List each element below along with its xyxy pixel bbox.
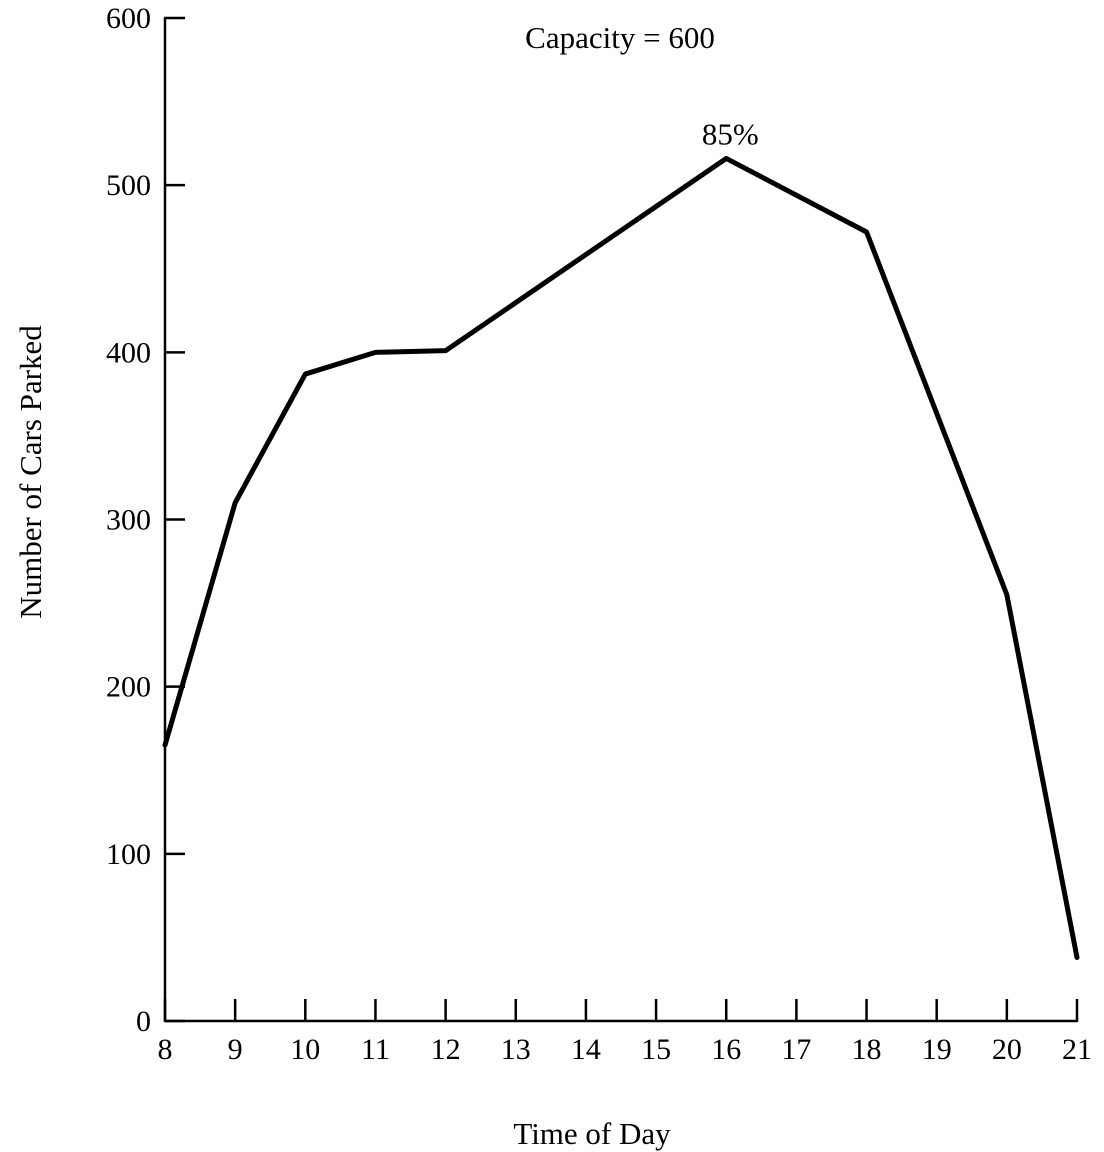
x-tick-label: 20: [992, 1033, 1022, 1066]
x-tick-label: 16: [711, 1033, 741, 1066]
x-axis-title: Time of Day: [513, 1116, 671, 1151]
x-tick-label: 11: [361, 1033, 390, 1066]
x-tick-label: 9: [228, 1033, 243, 1066]
y-tick-label: 0: [136, 1005, 151, 1038]
series-line: [162, 155, 1080, 960]
y-tick-label: 400: [106, 336, 151, 369]
x-tick-label: 14: [571, 1033, 601, 1066]
x-tick-label: 15: [641, 1033, 671, 1066]
y-tick-label: 200: [106, 671, 151, 704]
x-tick-label: 18: [852, 1033, 882, 1066]
series: [162, 155, 1080, 960]
labels: Number of Cars Parked Time of Day Capaci…: [13, 20, 759, 1151]
y-tick-label: 600: [106, 2, 151, 35]
y-tick-label: 300: [106, 504, 151, 537]
y-axis-title: Number of Cars Parked: [13, 325, 48, 619]
y-tick-label: 500: [106, 169, 151, 202]
capacity-annotation: Capacity = 600: [525, 20, 715, 55]
x-tick-label: 12: [431, 1033, 461, 1066]
x-tick-label: 10: [290, 1033, 320, 1066]
axes: [163, 18, 1077, 1023]
x-tick-label: 8: [158, 1033, 173, 1066]
y-tick-label: 100: [106, 838, 151, 871]
x-tick-label: 19: [922, 1033, 952, 1066]
x-tick-label: 17: [781, 1033, 811, 1066]
x-tick-label: 21: [1062, 1033, 1092, 1066]
x-tick-label: 13: [501, 1033, 531, 1066]
peak-percent-annotation: 85%: [702, 116, 759, 151]
ticks: 0 100 200 300 400 500 600 8 9 10 11 12 13 14 15 16 17 18 1…: [106, 2, 1092, 1066]
